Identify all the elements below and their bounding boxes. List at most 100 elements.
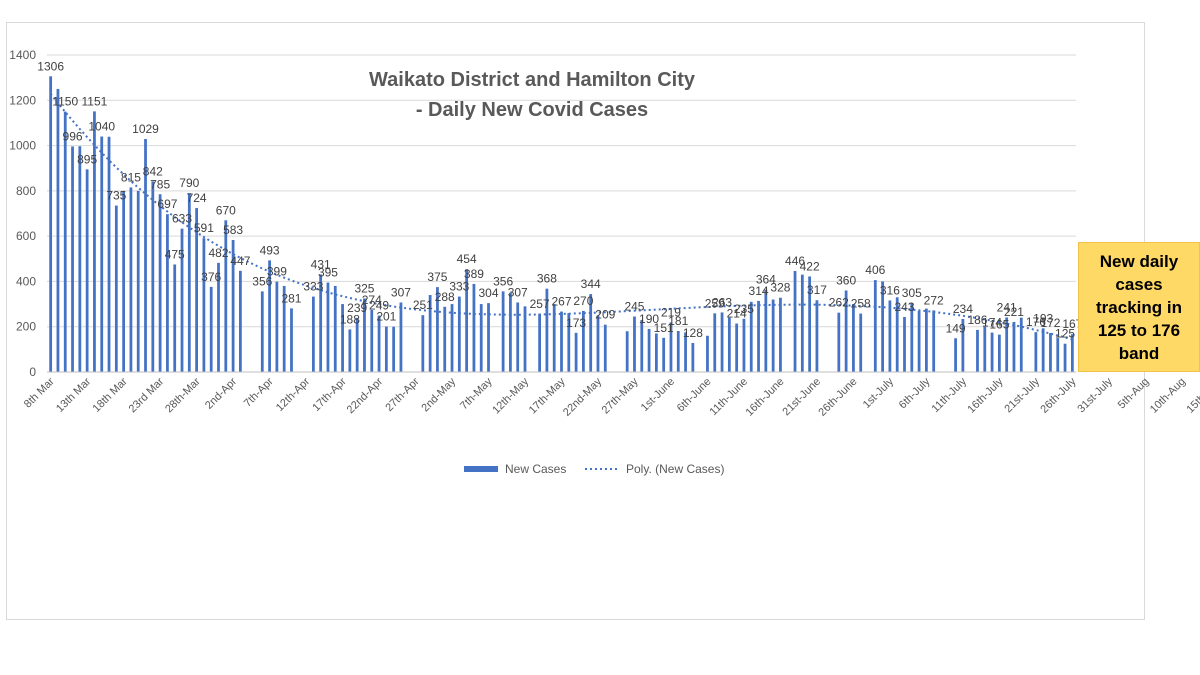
data-label: 633: [172, 212, 192, 226]
x-tick-label: 27th-Apr: [383, 375, 422, 414]
data-label: 1040: [88, 120, 115, 134]
x-tick-label: 22nd-May: [561, 375, 604, 418]
legend: New Cases Poly. (New Cases): [464, 462, 724, 476]
bar: [136, 190, 140, 372]
bar: [720, 312, 724, 372]
bar: [895, 297, 899, 372]
data-label: 785: [150, 177, 170, 191]
data-label: 1150: [52, 95, 78, 109]
data-label: 167: [1062, 317, 1082, 331]
bar: [151, 181, 155, 372]
bar: [873, 280, 877, 372]
data-label: 259: [705, 296, 725, 310]
bar: [487, 303, 490, 372]
bar: [282, 285, 286, 372]
x-tick-label: 8th Mar: [22, 375, 57, 410]
bar: [859, 313, 863, 372]
data-label: 446: [785, 254, 805, 268]
data-label: 149: [946, 321, 966, 335]
data-label: 190: [639, 312, 659, 326]
data-label: 307: [508, 285, 528, 299]
data-label: 281: [281, 291, 301, 305]
bar: [735, 323, 739, 372]
data-label: 288: [435, 290, 455, 304]
bar: [428, 295, 432, 372]
bars: [49, 76, 1074, 373]
bar: [166, 214, 169, 372]
chart-title: Waikato District and Hamilton City - Dail…: [369, 69, 696, 121]
bar: [764, 289, 768, 372]
data-label: 181: [668, 314, 688, 328]
bar: [231, 239, 235, 372]
bar: [392, 326, 396, 372]
y-axis-ticks: 0 200 400 600 800 1000 1200 1400: [9, 48, 36, 379]
bar: [78, 146, 82, 372]
data-label: 333: [303, 280, 323, 294]
bar: [457, 296, 461, 372]
bar: [1041, 328, 1045, 372]
bar: [1049, 333, 1052, 372]
data-label: 214: [727, 307, 747, 321]
data-label: 235: [734, 302, 754, 316]
data-label: 165: [989, 318, 1009, 332]
data-label: 239: [347, 301, 367, 315]
bar: [436, 287, 439, 372]
data-label: 376: [201, 270, 221, 284]
data-label: 724: [187, 191, 207, 205]
chart-title-line: - Daily New Covid Cases: [416, 99, 648, 121]
bar: [815, 300, 819, 372]
data-label: 996: [63, 129, 83, 143]
bar: [122, 190, 126, 372]
data-label: 697: [157, 197, 177, 211]
bar: [1012, 321, 1016, 372]
x-tick-label: 28th-Mar: [163, 375, 203, 415]
bar: [1005, 317, 1009, 372]
callout-box: New daily cases tracking in 125 to 176 b…: [1078, 242, 1200, 372]
x-tick-label: 23rd Mar: [127, 375, 167, 415]
data-label: 325: [354, 281, 374, 295]
bar: [239, 270, 242, 372]
bar: [341, 304, 344, 372]
bar: [662, 337, 666, 372]
data-label: 249: [369, 299, 389, 313]
bar: [976, 329, 979, 372]
legend-bars-label: New Cases: [505, 462, 566, 476]
bar: [516, 302, 520, 372]
data-label: 201: [376, 309, 396, 323]
x-tick-label: 21st-June: [780, 376, 823, 419]
bar: [501, 291, 505, 372]
y-tick-label: 800: [16, 184, 36, 198]
chart-title-line: Waikato District and Hamilton City: [369, 69, 696, 91]
bar: [71, 146, 74, 372]
data-label: 234: [953, 302, 973, 316]
y-tick-label: 1400: [9, 48, 36, 62]
data-label: 173: [566, 316, 586, 330]
x-tick-label: 21st-July: [1002, 375, 1042, 415]
y-tick-label: 400: [16, 274, 36, 288]
data-label: 317: [807, 283, 827, 297]
bar: [49, 76, 53, 372]
bar: [954, 338, 957, 372]
bar: [377, 315, 381, 372]
bar: [443, 306, 447, 372]
data-label: 454: [457, 252, 477, 266]
bar: [465, 269, 469, 372]
bar: [742, 318, 746, 372]
data-label: 274: [362, 293, 382, 307]
data-label: 364: [756, 273, 776, 287]
y-tick-label: 1000: [9, 139, 36, 153]
bar: [56, 88, 60, 372]
data-label: 360: [836, 273, 856, 287]
data-label: 307: [391, 285, 411, 299]
data-label: 333: [449, 280, 469, 294]
bar: [640, 319, 644, 372]
bar: [523, 306, 527, 372]
data-label: 305: [902, 286, 922, 300]
bar: [348, 329, 352, 372]
data-label: 193: [1033, 311, 1053, 325]
data-label: 431: [311, 257, 331, 271]
bar: [158, 194, 162, 372]
callout-text: New daily cases tracking in 125 to 176 b…: [1096, 251, 1182, 363]
data-label: 895: [77, 152, 97, 166]
